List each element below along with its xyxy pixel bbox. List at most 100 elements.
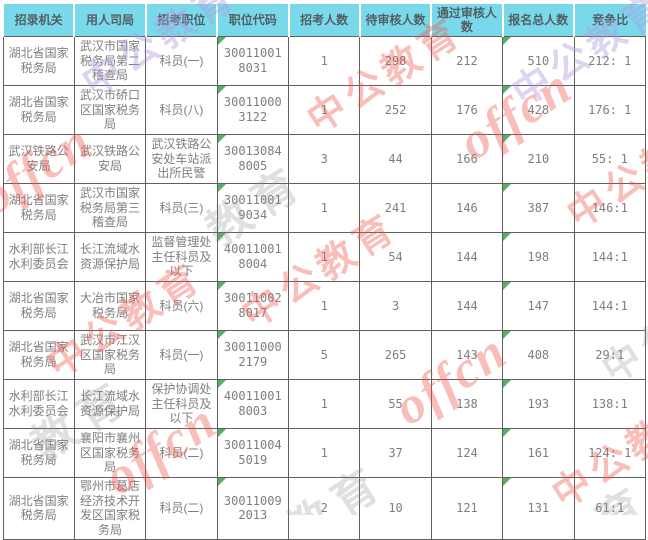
- cell-col6: 44: [359, 134, 432, 184]
- cell-col1: 湖北省国家税务局: [2, 281, 75, 331]
- table-row: 湖北省国家税务局 武汉市江汉区国家税务局 科员(一) 300110002179 5 265…: [2, 330, 646, 380]
- cell-col9: 144:1: [573, 232, 646, 282]
- column-header: 通过审核人数: [430, 2, 503, 37]
- cell-col6: 3: [359, 281, 432, 331]
- cell-col3: 科员(六): [145, 281, 218, 331]
- green-corner-flag-icon: [503, 37, 512, 45]
- green-corner-flag-icon: [503, 282, 512, 290]
- cell-col4: 300110028017: [216, 281, 290, 331]
- green-corner-flag-icon: [217, 135, 226, 143]
- table-row: 湖北省国家税务局 襄阳市襄州区国家税务局 科员(二) 300110045019 1 37 1…: [2, 428, 646, 478]
- cell-col2: 武汉市江汉区国家税务局: [73, 330, 147, 380]
- cell-col2: 武汉市国家税务局第二稽查局: [73, 36, 147, 86]
- cell-col2: 大冶市国家税务局: [73, 281, 147, 331]
- green-corner-flag-icon: [217, 233, 226, 241]
- cell-col8: 147: [502, 281, 575, 331]
- cell-col3: 科员(二): [145, 428, 218, 478]
- green-corner-flag-icon: [217, 380, 226, 388]
- green-corner-flag-icon: [503, 184, 512, 192]
- cell-col7: 166: [430, 134, 504, 184]
- cell-col6: 265: [359, 330, 432, 380]
- table-row: 湖北省国家税务局 武汉市国家税务局第二稽查局 科员(一) 300110018031 1 2…: [2, 36, 646, 86]
- cell-col9: 176: 1: [573, 85, 646, 135]
- cell-col8: 210: [502, 134, 575, 184]
- cell-col3: 科员(二): [145, 477, 218, 540]
- cell-col1: 湖北省国家税务局: [2, 36, 75, 86]
- cell-col5: 1: [287, 36, 361, 86]
- green-corner-flag-icon: [503, 86, 512, 94]
- green-corner-flag-icon: [503, 478, 512, 486]
- cell-col9: 124: 1: [573, 428, 646, 478]
- green-corner-flag-icon: [503, 135, 512, 143]
- cell-col2: 长江流域水资源保护局: [73, 232, 147, 282]
- cell-col1: 湖北省国家税务局: [2, 183, 75, 233]
- cell-col2: 襄阳市襄州区国家税务局: [73, 428, 147, 478]
- cell-col1: 湖北省国家税务局: [2, 428, 75, 478]
- table-row: 水利部长江水利委员会 长江流域水资源保护局 监督管理处主任科员及以下 40011001…: [2, 232, 646, 282]
- cell-col4: 300110003122: [216, 85, 290, 135]
- cell-col3: 保护协调处主任科员及以下: [145, 379, 218, 429]
- cell-col3: 科员(一): [145, 330, 218, 380]
- cell-col7: 144: [430, 232, 504, 282]
- cell-col1: 水利部长江水利委员会: [2, 232, 75, 282]
- cell-col9: 55: 1: [573, 134, 646, 184]
- cell-col7: 138: [430, 379, 504, 429]
- column-header: 职位代码: [216, 2, 289, 37]
- cell-col2: 武汉市硚口区国家税务局: [73, 85, 147, 135]
- column-header: 报名总人数: [501, 2, 574, 37]
- green-corner-flag-icon: [217, 86, 226, 94]
- cell-col7: 144: [430, 281, 504, 331]
- cell-col3: 科员(一): [145, 36, 218, 86]
- cell-col2: 武汉市国家税务局第三稽查局: [73, 183, 147, 233]
- cell-col2: 鄂州市葛店经济技术开发区国家税务局: [73, 477, 147, 540]
- cell-col9: 138:1: [573, 379, 646, 429]
- cell-col9: 146:1: [573, 183, 646, 233]
- cell-col7: 121: [430, 477, 504, 540]
- cell-col4: 300110092013: [216, 477, 290, 540]
- cell-col4: 300130848005: [216, 134, 290, 184]
- column-header: 用人司局: [73, 2, 146, 37]
- cell-col1: 武汉铁路公安局: [2, 134, 75, 184]
- cell-col5: 5: [287, 330, 361, 380]
- table-row: 湖北省国家税务局 武汉市国家税务局第三稽查局 科员(三) 300110019034 1 2…: [2, 183, 646, 233]
- green-corner-flag-icon: [217, 37, 226, 45]
- cell-col7: 212: [430, 36, 504, 86]
- table-row: 湖北省国家税务局 武汉市硚口区国家税务局 科员(八) 300110003122 1 252…: [2, 85, 646, 135]
- cell-col3: 科员(八): [145, 85, 218, 135]
- cell-col4: 300110045019: [216, 428, 290, 478]
- column-header: 竞争比: [573, 2, 646, 37]
- green-corner-flag-icon: [217, 331, 226, 339]
- header-row: 招录机关 用人司局 招考职位 职位代码 招考人数 待审核人数 通过审核人数 报名总人数 竞争比: [1, 2, 646, 37]
- cell-col6: 37: [359, 428, 432, 478]
- cell-col4: 300110018031: [216, 36, 290, 86]
- cell-col5: 1: [287, 428, 361, 478]
- cell-col7: 143: [430, 330, 504, 380]
- cell-col8: 193: [502, 379, 575, 429]
- green-corner-flag-icon: [503, 429, 512, 437]
- cell-col8: 198: [502, 232, 575, 282]
- cell-col6: 54: [359, 232, 432, 282]
- column-header: 待审核人数: [358, 2, 432, 37]
- cell-col4: 400110018003: [216, 379, 290, 429]
- cell-col6: 55: [359, 379, 432, 429]
- cell-col5: 3: [287, 134, 361, 184]
- cell-col1: 湖北省国家税务局: [2, 85, 75, 135]
- cell-col5: 1: [287, 85, 361, 135]
- table-row: 湖北省国家税务局 鄂州市葛店经济技术开发区国家税务局 科员(二) 3001100920…: [2, 477, 646, 540]
- green-corner-flag-icon: [217, 184, 226, 192]
- column-header: 招考职位: [144, 2, 218, 37]
- cell-col5: 1: [287, 232, 361, 282]
- cell-col8: 387: [502, 183, 575, 233]
- cell-col7: 124: [430, 428, 504, 478]
- cell-col1: 湖北省国家税务局: [2, 330, 75, 380]
- cell-col9: 29:1: [573, 330, 646, 380]
- cell-col9: 61:1: [573, 477, 646, 540]
- column-header: 招录机关: [1, 2, 75, 37]
- cell-col7: 146: [430, 183, 504, 233]
- green-corner-flag-icon: [217, 478, 226, 486]
- green-corner-flag-icon: [217, 282, 226, 290]
- cell-col8: 510: [502, 36, 575, 86]
- cell-col8: 428: [502, 85, 575, 135]
- cell-col3: 武汉铁路公安处车站派出所民警: [145, 134, 218, 184]
